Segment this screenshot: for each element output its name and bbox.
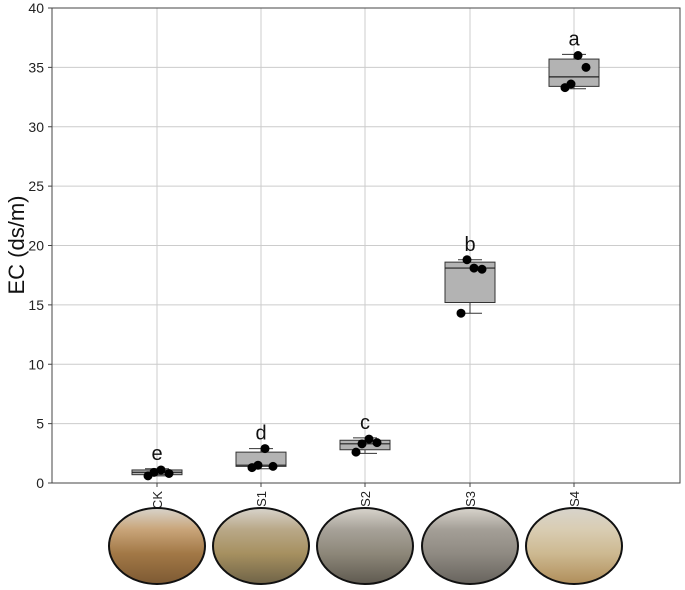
y-tick-label: 15 bbox=[28, 297, 44, 313]
data-point bbox=[477, 264, 487, 274]
x-tick-label: S2 bbox=[358, 491, 373, 507]
y-tick-label: 10 bbox=[28, 356, 44, 372]
data-point bbox=[364, 434, 374, 444]
y-tick-label: 5 bbox=[36, 416, 44, 432]
y-ticks: 0 5 10 15 20 25 30 35 40 bbox=[28, 0, 52, 491]
box-s2: c bbox=[339, 412, 391, 457]
y-tick-label: 30 bbox=[28, 119, 44, 135]
y-tick-label: 40 bbox=[28, 0, 44, 16]
x-ticks: CK S1 S2 S3 S4 bbox=[150, 483, 582, 509]
data-point bbox=[372, 438, 382, 448]
significance-letter: a bbox=[568, 28, 580, 50]
x-tick-label: S3 bbox=[463, 491, 478, 507]
site-photo-s3 bbox=[421, 507, 519, 585]
data-point bbox=[456, 308, 466, 318]
significance-letter: c bbox=[360, 412, 370, 434]
data-point bbox=[149, 467, 159, 477]
site-photo-s2 bbox=[316, 507, 414, 585]
box-s1: d bbox=[235, 423, 287, 473]
x-tick-label: CK bbox=[150, 491, 165, 509]
site-photo-s4 bbox=[525, 507, 623, 585]
significance-letter: e bbox=[151, 443, 162, 465]
y-tick-label: 25 bbox=[28, 178, 44, 194]
data-point bbox=[260, 444, 270, 454]
data-point bbox=[581, 62, 591, 72]
data-point bbox=[357, 439, 367, 449]
site-photos bbox=[108, 507, 623, 585]
data-point bbox=[164, 469, 174, 478]
x-tick-label: S1 bbox=[254, 491, 269, 507]
data-point bbox=[462, 255, 472, 265]
data-point bbox=[268, 461, 278, 471]
y-tick-label: 35 bbox=[28, 59, 44, 75]
x-tick-label: S4 bbox=[567, 491, 582, 507]
data-point bbox=[566, 79, 576, 89]
data-point bbox=[573, 51, 583, 60]
significance-letter: d bbox=[255, 423, 266, 445]
data-point bbox=[253, 460, 263, 470]
data-point bbox=[469, 263, 479, 273]
grid-layer bbox=[52, 7, 680, 484]
data-point bbox=[156, 465, 166, 475]
boxes: e d c b a bbox=[131, 28, 600, 481]
box-s3: b bbox=[444, 234, 496, 318]
site-photo-s1 bbox=[212, 507, 310, 585]
site-photo-ck bbox=[108, 507, 206, 585]
box-ck: e bbox=[131, 443, 183, 481]
significance-letter: b bbox=[464, 234, 475, 256]
y-tick-label: 20 bbox=[28, 238, 44, 254]
y-axis-label: EC (ds/m) bbox=[4, 196, 29, 295]
data-point bbox=[351, 447, 361, 457]
y-tick-label: 0 bbox=[36, 475, 44, 491]
box-s4: a bbox=[548, 28, 600, 93]
